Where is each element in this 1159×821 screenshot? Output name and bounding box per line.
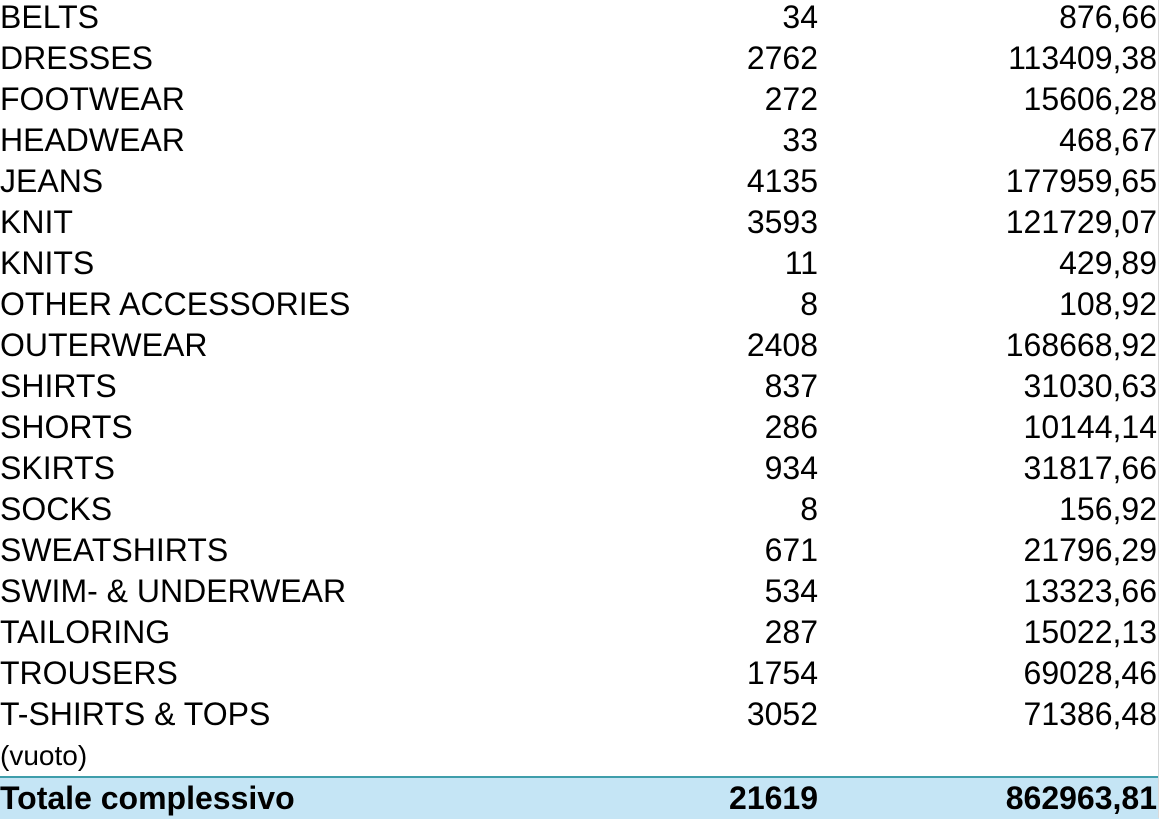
row-amount: 69028,46: [1023, 655, 1157, 691]
table-row[interactable]: KNIT 3593 121729,07: [0, 202, 1159, 243]
row-label: HEADWEAR: [0, 122, 185, 158]
grand-total-amount: 862963,81: [820, 776, 1159, 819]
row-label: T-SHIRTS & TOPS: [0, 696, 271, 732]
row-label: DRESSES: [0, 40, 153, 76]
grand-total-label: Totale complessivo: [0, 776, 620, 819]
table-row[interactable]: SKIRTS 934 31817,66: [0, 448, 1159, 489]
table-row[interactable]: SWIM- & UNDERWEAR 534 13323,66: [0, 571, 1159, 612]
table-row[interactable]: JEANS 4135 177959,65: [0, 161, 1159, 202]
row-quantity: 11: [784, 245, 818, 281]
row-quantity: 8: [800, 286, 818, 322]
table-row[interactable]: HEADWEAR 33 468,67: [0, 120, 1159, 161]
row-label: KNIT: [0, 204, 73, 240]
row-label: OUTERWEAR: [0, 327, 208, 363]
grand-total-quantity: 21619: [620, 776, 820, 819]
row-label: TAILORING: [0, 614, 171, 650]
row-quantity: 534: [764, 573, 818, 609]
table-row[interactable]: SOCKS 8 156,92: [0, 489, 1159, 530]
row-label: SWEATSHIRTS: [0, 532, 229, 568]
row-amount: 177959,65: [1005, 163, 1157, 199]
table-row[interactable]: SHORTS 286 10144,14: [0, 407, 1159, 448]
row-label: KNITS: [0, 245, 95, 281]
row-amount: 121729,07: [1005, 204, 1157, 240]
row-label: OTHER ACCESSORIES: [0, 286, 351, 322]
row-amount: 21796,29: [1023, 532, 1157, 568]
table-row[interactable]: TROUSERS 1754 69028,46: [0, 653, 1159, 694]
row-quantity: 286: [764, 409, 818, 445]
row-label: SHORTS: [0, 409, 133, 445]
table-row[interactable]: SHIRTS 837 31030,63: [0, 366, 1159, 407]
row-amount: 113409,38: [1008, 40, 1157, 76]
table-row[interactable]: KNITS 11 429,89: [0, 243, 1159, 284]
row-quantity: 287: [764, 614, 818, 650]
row-label: SOCKS: [0, 491, 113, 527]
row-label: FOOTWEAR: [0, 81, 185, 117]
table-row[interactable]: (vuoto): [0, 735, 1159, 777]
row-amount: 31030,63: [1023, 368, 1157, 404]
row-amount: 168668,92: [1005, 327, 1157, 363]
row-label: SKIRTS: [0, 450, 115, 486]
row-quantity: 934: [764, 450, 818, 486]
grand-total-row[interactable]: Totale complessivo 21619 862963,81: [0, 776, 1159, 819]
row-label: SWIM- & UNDERWEAR: [0, 573, 347, 609]
table-row[interactable]: DRESSES 2762 113409,38: [0, 38, 1159, 79]
row-quantity: 33: [782, 122, 818, 158]
table-row[interactable]: T-SHIRTS & TOPS 3052 71386,48: [0, 694, 1159, 735]
table-row[interactable]: TAILORING 287 15022,13: [0, 612, 1159, 653]
row-amount: 108,92: [1059, 286, 1157, 322]
row-amount: 31817,66: [1023, 450, 1157, 486]
row-quantity: 2762: [746, 40, 818, 76]
row-amount: 15606,28: [1023, 81, 1157, 117]
row-label: TROUSERS: [0, 655, 178, 691]
row-amount: 13323,66: [1023, 573, 1157, 609]
row-quantity: 837: [764, 368, 818, 404]
row-quantity: 272: [764, 81, 818, 117]
row-quantity: 1754: [746, 655, 818, 691]
table-row[interactable]: OTHER ACCESSORIES 8 108,92: [0, 284, 1159, 325]
table-row[interactable]: FOOTWEAR 272 15606,28: [0, 79, 1159, 120]
table-row[interactable]: SWEATSHIRTS 671 21796,29: [0, 530, 1159, 571]
table-row[interactable]: OUTERWEAR 2408 168668,92: [0, 325, 1159, 366]
row-quantity: 34: [782, 0, 818, 35]
row-amount: [820, 735, 1159, 777]
row-quantity: 8: [800, 491, 818, 527]
row-quantity: [620, 735, 820, 777]
row-label: JEANS: [0, 163, 104, 199]
row-amount: 429,89: [1059, 245, 1157, 281]
row-label: SHIRTS: [0, 368, 117, 404]
row-amount: 10144,14: [1023, 409, 1157, 445]
row-amount: 876,66: [1059, 0, 1157, 35]
row-quantity: 4135: [746, 163, 818, 199]
row-label: BELTS: [0, 0, 99, 35]
row-amount: 468,67: [1059, 122, 1157, 158]
row-quantity: 3593: [746, 204, 818, 240]
row-label: (vuoto): [0, 740, 88, 771]
row-quantity: 671: [764, 532, 818, 568]
row-amount: 156,92: [1059, 491, 1157, 527]
row-amount: 15022,13: [1023, 614, 1157, 650]
row-quantity: 3052: [746, 696, 818, 732]
row-amount: 71386,48: [1023, 696, 1157, 732]
table-row[interactable]: BELTS 34 876,66: [0, 0, 1159, 38]
row-quantity: 2408: [746, 327, 818, 363]
